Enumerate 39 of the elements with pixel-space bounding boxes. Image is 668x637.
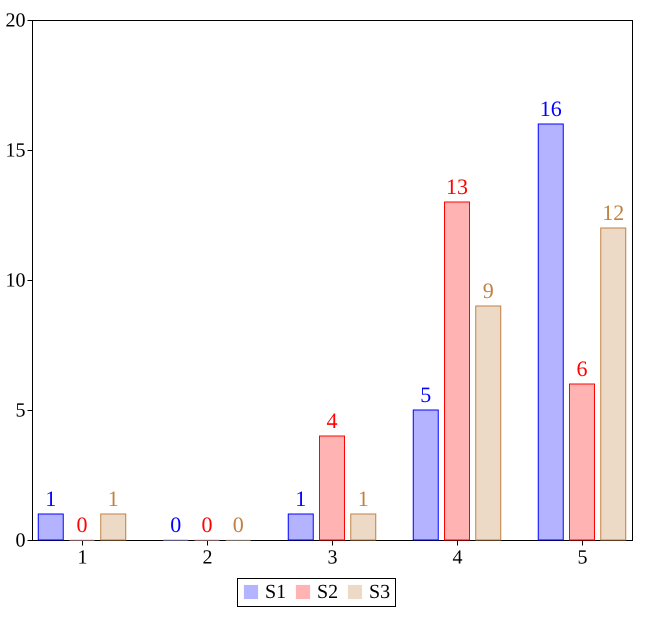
legend-label: S2 <box>317 581 338 603</box>
data-label: 0 <box>202 512 212 537</box>
bar <box>600 228 626 540</box>
bar <box>412 410 439 540</box>
y-tick-label: 10 <box>6 270 26 292</box>
data-label: 0 <box>76 512 88 537</box>
data-label: 0 <box>170 512 182 537</box>
data-label: 13 <box>446 174 468 199</box>
bar <box>319 436 345 540</box>
data-label: 12 <box>602 200 624 225</box>
x-tick-label: 1 <box>78 546 88 568</box>
y-tick-label: 20 <box>6 10 26 32</box>
data-label: 6 <box>576 356 588 381</box>
x-tick-label: 4 <box>452 546 462 568</box>
data-label: 0 <box>232 512 244 537</box>
data-label: 1 <box>45 486 56 511</box>
bar <box>38 514 64 540</box>
y-tick-label: 5 <box>16 400 26 422</box>
bar <box>569 384 595 540</box>
bar <box>288 514 314 540</box>
y-tick-label: 0 <box>16 530 26 552</box>
x-tick-label: 5 <box>578 546 588 568</box>
data-label: 1 <box>358 486 369 511</box>
bar <box>444 202 470 540</box>
bar <box>100 514 126 540</box>
x-tick-label: 3 <box>328 546 338 568</box>
bar <box>475 306 502 540</box>
legend-label: S1 <box>265 581 286 603</box>
y-tick-label: 15 <box>6 140 26 162</box>
x-tick-label: 2 <box>202 546 212 568</box>
legend-label: S3 <box>369 581 390 603</box>
data-label: 1 <box>108 486 119 511</box>
data-label: 9 <box>482 278 494 303</box>
data-label: 16 <box>540 96 562 121</box>
data-label: 4 <box>326 408 338 433</box>
bar <box>538 124 564 540</box>
bar <box>350 514 376 540</box>
data-label: 5 <box>420 382 432 407</box>
data-label: 1 <box>295 486 306 511</box>
